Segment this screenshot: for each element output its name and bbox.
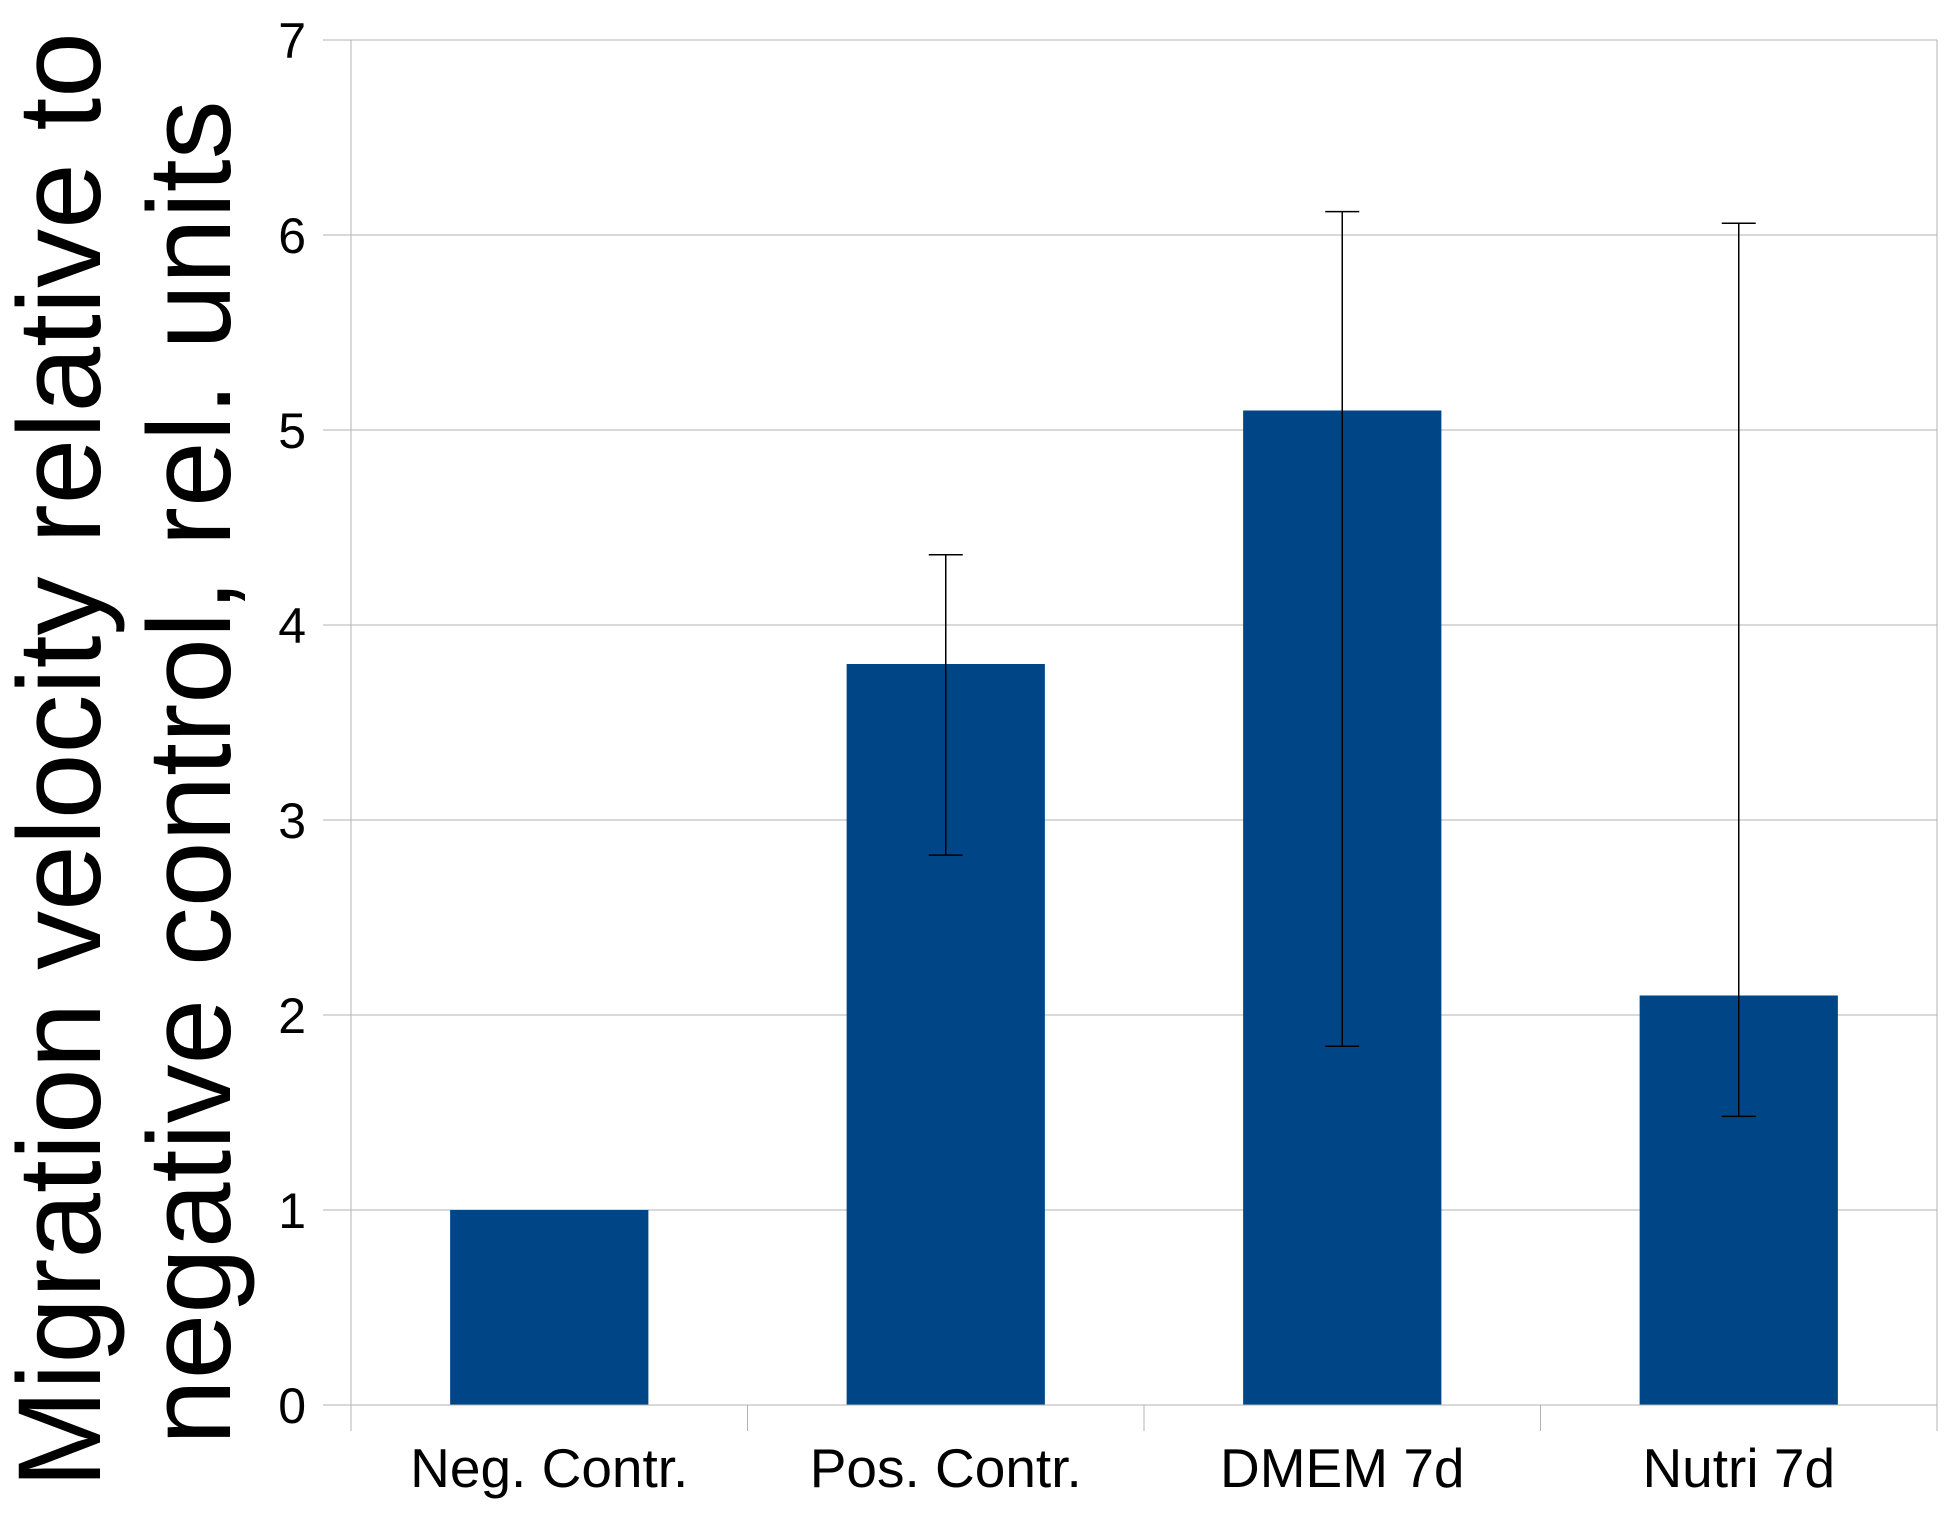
bars [450, 410, 1838, 1405]
y-tick-label: 7 [278, 13, 306, 69]
y-tick-label: 2 [278, 988, 306, 1044]
y-tick-label: 5 [278, 403, 306, 459]
y-axis-title-line-1: Migration velocity relative to [0, 32, 126, 1488]
y-tick-labels: 0 1 2 3 4 5 6 7 [278, 13, 306, 1434]
bar-neg-contr- [450, 1210, 649, 1405]
y-tick-label: 4 [278, 598, 306, 654]
x-tick-label: Pos. Contr. [810, 1437, 1082, 1499]
x-tick-label: Nutri 7d [1642, 1437, 1835, 1499]
y-axis-title-line-2: negative control, rel. units [124, 100, 256, 1445]
y-tick-label: 3 [278, 793, 306, 849]
error-bars [928, 210, 1756, 1118]
y-tick-label: 0 [278, 1378, 306, 1434]
axes [323, 39, 1938, 1431]
y-tick-label: 6 [278, 208, 306, 264]
x-tick-label: DMEM 7d [1220, 1437, 1465, 1499]
gridlines [351, 39, 1937, 1211]
x-tick-labels: Neg. Contr. Pos. Contr. DMEM 7d Nutri 7d [410, 1437, 1835, 1499]
y-tick-label: 1 [278, 1183, 306, 1239]
x-tick-label: Neg. Contr. [410, 1437, 688, 1499]
